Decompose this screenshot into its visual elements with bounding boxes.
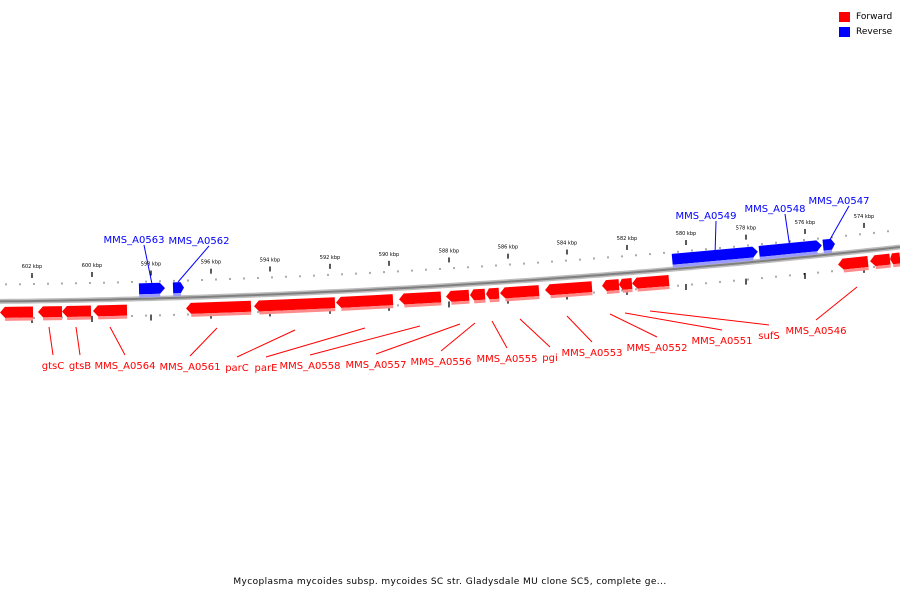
ruler-label: 574 kbp bbox=[854, 214, 874, 220]
forward-gene-arrow bbox=[399, 291, 442, 308]
ruler-label: 584 kbp bbox=[557, 241, 577, 247]
reverse-gene-arrow bbox=[822, 238, 835, 254]
forward-gene-arrow bbox=[38, 306, 63, 321]
forward-gene-arrow bbox=[870, 253, 891, 270]
gene-label-reverse: MMS_A0548 bbox=[745, 204, 806, 215]
gene-label-reverse: MMS_A0563 bbox=[104, 235, 165, 246]
forward-gene-arrow bbox=[336, 294, 394, 311]
gene-leader-line bbox=[624, 312, 723, 331]
forward-gene-arrow bbox=[890, 252, 900, 268]
gene-label-forward: MMS_A0558 bbox=[280, 361, 341, 372]
gene-leader-line bbox=[177, 245, 210, 283]
legend-item-forward: Forward bbox=[839, 9, 892, 24]
gene-label-forward: MMS_A0546 bbox=[786, 326, 847, 337]
forward-gene-arrow bbox=[0, 306, 34, 321]
ruler-label: 596 kbp bbox=[201, 260, 221, 266]
gene-leader-line bbox=[827, 205, 850, 244]
gene-leader-line bbox=[236, 329, 296, 358]
gene-leader-line bbox=[566, 315, 593, 343]
ruler-label: 576 kbp bbox=[795, 220, 815, 226]
legend: Forward Reverse bbox=[839, 9, 892, 39]
ruler-label: 580 kbp bbox=[676, 231, 696, 237]
gene-label-forward: MMS_A0564 bbox=[95, 361, 156, 372]
gene-labels: gtsC gtsB MMS_A0564 MMS_A0561 parC parE MMS_A0… bbox=[42, 196, 870, 374]
gene-leader-line bbox=[440, 322, 476, 352]
gene-leader-line bbox=[189, 327, 218, 357]
gene-label-forward: MMS_A0553 bbox=[562, 348, 623, 359]
gene-label-forward: sufS bbox=[758, 331, 779, 342]
gene-leader-line bbox=[815, 286, 858, 321]
legend-label-forward: Forward bbox=[856, 11, 893, 22]
gene-leader-line bbox=[491, 320, 508, 349]
gene-label-forward: MMS_A0556 bbox=[411, 357, 472, 368]
legend-label-reverse: Reverse bbox=[856, 26, 893, 37]
forward-gene-arrow bbox=[632, 275, 670, 292]
gene-leader-line bbox=[75, 326, 81, 356]
gene-leader-line bbox=[48, 326, 54, 356]
gene-leader-line bbox=[714, 220, 717, 256]
ruler-label: 586 kbp bbox=[498, 245, 518, 251]
gene-leader-line bbox=[309, 325, 421, 356]
gene-leader-line bbox=[609, 313, 658, 338]
map-caption: Mycoplasma mycoides subsp. mycoides SC s… bbox=[233, 577, 667, 587]
gene-leader-line bbox=[375, 323, 461, 355]
genome-backbone bbox=[0, 244, 900, 304]
backbone-line bbox=[0, 246, 900, 303]
forward-gene-arrow bbox=[446, 289, 470, 305]
ruler-label: 602 kbp bbox=[22, 264, 42, 270]
gene-label-forward: MMS_A0555 bbox=[477, 354, 538, 365]
ruler-label: 594 kbp bbox=[260, 257, 280, 263]
forward-gene-arrow bbox=[500, 285, 540, 302]
gene-leader-line bbox=[784, 213, 791, 249]
gene-leader-line bbox=[109, 326, 126, 356]
ruler-label: 590 kbp bbox=[379, 252, 399, 258]
gene-label-forward: MMS_A0551 bbox=[692, 336, 753, 347]
gene-leader-line bbox=[649, 310, 770, 326]
gene-label-reverse: MMS_A0562 bbox=[169, 236, 230, 247]
gene-label-reverse: MMS_A0549 bbox=[676, 211, 737, 222]
gene-label-reverse: MMS_A0547 bbox=[809, 196, 870, 207]
forward-gene-arrow bbox=[186, 300, 252, 317]
reverse-swatch bbox=[839, 26, 850, 37]
reverse-gene-arrow bbox=[172, 282, 184, 297]
gene-leader-line bbox=[519, 318, 551, 348]
forward-gene-arrow bbox=[486, 287, 500, 303]
forward-gene-arrow bbox=[602, 279, 620, 295]
forward-gene-arrow bbox=[254, 297, 336, 315]
ruler-label: 598 kbp bbox=[141, 262, 161, 268]
ruler-label: 578 kbp bbox=[736, 226, 756, 232]
gene-label-forward: parC bbox=[225, 363, 249, 374]
ruler-label: 592 kbp bbox=[320, 255, 340, 261]
forward-gene-arrow bbox=[470, 288, 486, 304]
legend-item-reverse: Reverse bbox=[839, 24, 892, 39]
gene-label-forward: gtsC bbox=[42, 361, 64, 372]
gene-features bbox=[0, 238, 900, 321]
forward-gene-arrow bbox=[93, 304, 128, 320]
forward-gene-arrow bbox=[62, 305, 92, 320]
ruler-label: 588 kbp bbox=[439, 248, 459, 254]
ruler-label: 600 kbp bbox=[82, 263, 102, 269]
gene-label-forward: MMS_A0561 bbox=[160, 362, 221, 373]
gene-label-forward: MMS_A0557 bbox=[346, 360, 407, 371]
gene-leader-line bbox=[265, 327, 366, 358]
gene-label-forward: parE bbox=[255, 363, 278, 374]
forward-swatch bbox=[839, 11, 850, 22]
forward-gene-arrow bbox=[838, 256, 869, 273]
forward-gene-arrow bbox=[619, 278, 633, 293]
reverse-gene-arrow bbox=[671, 246, 758, 268]
reverse-gene-arrow bbox=[138, 282, 165, 298]
gene-label-forward: MMS_A0552 bbox=[627, 343, 688, 354]
reverse-gene-arrow bbox=[758, 240, 822, 260]
gene-label-forward: gtsB bbox=[69, 361, 91, 372]
ruler: 602 kbp 600 kbp 598 kbp 596 kbp 594 kbp 592 k… bbox=[5, 214, 889, 324]
forward-gene-arrow bbox=[545, 281, 593, 299]
gene-leader-line bbox=[143, 244, 153, 285]
gene-label-forward: pgi bbox=[542, 353, 557, 364]
ruler-label: 582 kbp bbox=[617, 236, 637, 242]
